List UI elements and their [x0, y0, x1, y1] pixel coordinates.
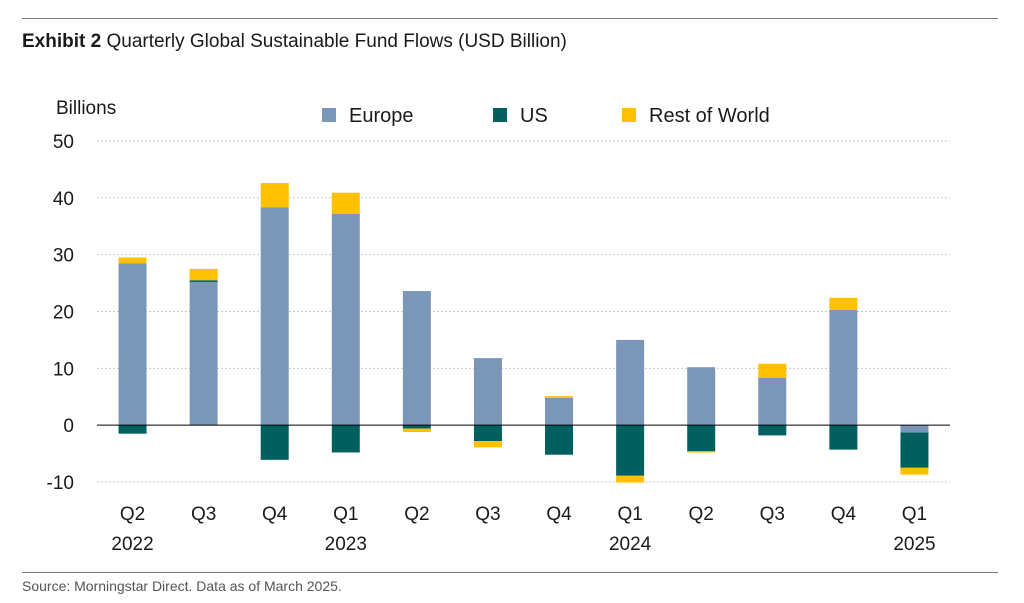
exhibit-title-text: Quarterly Global Sustainable Fund Flows …	[106, 31, 567, 52]
legend-label: Europe	[349, 105, 414, 127]
bar-segment	[829, 297, 858, 310]
legend-swatch	[622, 108, 636, 122]
bar-segment	[687, 425, 716, 452]
exhibit-label: Exhibit 2	[22, 31, 102, 52]
bar-segment	[402, 425, 431, 429]
x-tick-label: Q1	[902, 504, 927, 525]
y-axis-label: Billions	[56, 98, 116, 119]
bar-segment	[758, 363, 787, 378]
bar-segment	[473, 425, 502, 442]
bar-segment	[616, 339, 645, 426]
y-tick-label: 50	[53, 132, 74, 153]
legend-label: Rest of World	[649, 105, 770, 127]
x-tick-label: Q2	[120, 504, 145, 525]
bar-segment	[189, 268, 218, 281]
bar-segment	[189, 281, 218, 426]
legend-swatch	[322, 108, 336, 122]
bar-segment	[260, 207, 289, 426]
bar-segment	[687, 451, 716, 453]
x-tick-label: Q1	[617, 504, 642, 525]
bar-segment	[473, 358, 502, 426]
bar-segment	[616, 475, 645, 483]
bar-segment	[545, 397, 574, 426]
legend-swatch	[493, 108, 507, 122]
x-tick-label: Q4	[546, 504, 572, 525]
x-tick-label: Q3	[191, 504, 216, 525]
bottom-rule	[22, 572, 998, 573]
y-tick-label: 30	[53, 246, 74, 267]
bar-segment	[189, 280, 218, 282]
bar-segment	[545, 425, 574, 455]
bar-segment	[900, 425, 929, 433]
y-tick-label: 20	[53, 303, 74, 324]
y-tick-label: -10	[47, 473, 74, 494]
bar-segment	[331, 425, 360, 453]
y-tick-label: 40	[53, 189, 74, 210]
bar-segment	[900, 467, 929, 475]
x-tick-label: Q4	[262, 504, 288, 525]
x-tick-year-label: 2022	[111, 534, 153, 555]
y-tick-label: 10	[53, 359, 74, 380]
y-tick-label: 0	[63, 416, 74, 437]
bar-segment	[331, 192, 360, 214]
bar-segment	[758, 425, 787, 436]
exhibit-title: Exhibit 2 Quarterly Global Sustainable F…	[22, 31, 567, 53]
legend-label: US	[520, 105, 548, 127]
bar-segment	[900, 432, 929, 468]
x-tick-label: Q3	[475, 504, 500, 525]
bar-segment	[687, 367, 716, 426]
x-tick-year-label: 2023	[325, 534, 367, 555]
bar-segment	[260, 425, 289, 460]
x-tick-year-label: 2024	[609, 534, 652, 555]
x-tick-year-label: 2025	[893, 534, 935, 555]
bar-segment	[260, 183, 289, 208]
x-tick-label: Q2	[404, 504, 429, 525]
bar-segment	[118, 263, 147, 426]
bar-segment	[545, 396, 574, 398]
x-tick-label: Q4	[831, 504, 857, 525]
x-tick-label: Q1	[333, 504, 358, 525]
x-tick-label: Q2	[689, 504, 714, 525]
bar-segment	[331, 213, 360, 426]
bar-segment	[473, 441, 502, 448]
bar-segment	[402, 428, 431, 432]
source-note: Source: Morningstar Direct. Data as of M…	[22, 578, 342, 594]
bar-segment	[616, 425, 645, 476]
bar-segment	[829, 425, 858, 450]
bar-segment	[829, 309, 858, 426]
x-tick-label: Q3	[760, 504, 785, 525]
top-rule	[22, 18, 998, 19]
bar-segment	[118, 257, 147, 264]
bar-segment	[758, 377, 787, 426]
bar-segment	[118, 425, 147, 434]
bar-segment	[402, 291, 431, 426]
